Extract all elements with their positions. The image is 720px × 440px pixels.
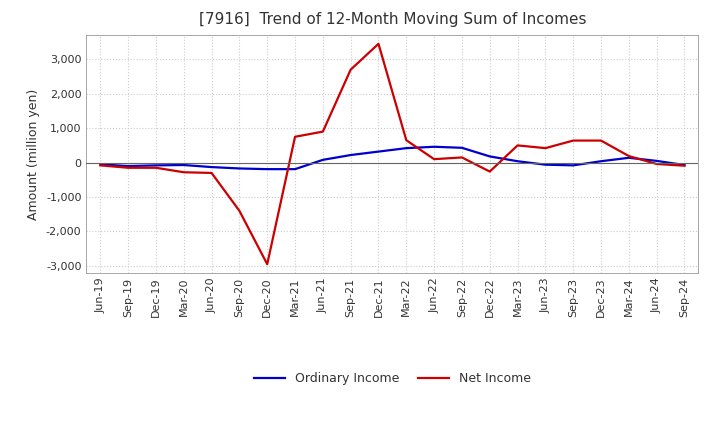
Net Income [597,138,606,143]
Ordinary Income [318,157,327,162]
Legend: Ordinary Income, Net Income: Ordinary Income, Net Income [248,367,536,390]
Ordinary Income [513,158,522,164]
Ordinary Income [235,166,243,171]
Net Income [207,170,216,176]
Ordinary Income [152,163,161,168]
Ordinary Income [207,165,216,170]
Net Income [485,169,494,174]
Line: Net Income: Net Income [100,44,685,264]
Ordinary Income [291,166,300,172]
Ordinary Income [402,146,410,151]
Net Income [569,138,577,143]
Net Income [513,143,522,148]
Net Income [346,67,355,72]
Ordinary Income [346,152,355,158]
Ordinary Income [374,149,383,154]
Net Income [458,155,467,160]
Net Income [235,208,243,213]
Net Income [374,41,383,47]
Ordinary Income [624,155,633,161]
Net Income [318,129,327,134]
Ordinary Income [179,162,188,168]
Net Income [179,169,188,175]
Ordinary Income [430,144,438,150]
Ordinary Income [124,163,132,169]
Ordinary Income [96,161,104,167]
Ordinary Income [652,158,661,164]
Ordinary Income [263,166,271,172]
Ordinary Income [458,145,467,150]
Line: Ordinary Income: Ordinary Income [100,147,685,169]
Net Income [541,146,550,151]
Net Income [652,161,661,167]
Ordinary Income [541,162,550,167]
Ordinary Income [597,158,606,164]
Ordinary Income [569,163,577,168]
Net Income [152,165,161,170]
Net Income [430,157,438,162]
Net Income [402,138,410,143]
Y-axis label: Amount (million yen): Amount (million yen) [27,88,40,220]
Title: [7916]  Trend of 12-Month Moving Sum of Incomes: [7916] Trend of 12-Month Moving Sum of I… [199,12,586,27]
Net Income [291,134,300,139]
Ordinary Income [680,162,689,168]
Ordinary Income [485,154,494,159]
Net Income [680,163,689,169]
Net Income [263,261,271,267]
Net Income [96,163,104,168]
Net Income [624,154,633,159]
Net Income [124,165,132,170]
